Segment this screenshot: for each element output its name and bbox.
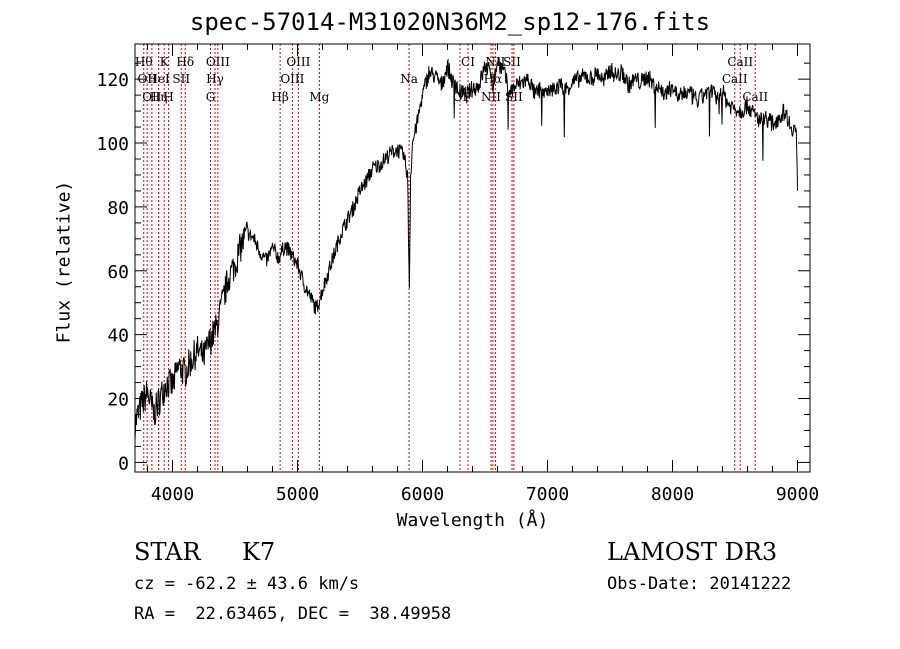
line-marker-label: CI [461,55,475,69]
axes: 4000 5000 6000 7000 8000 9000 0 20 40 60 80 100 120 [96,44,819,505]
object-class: STAR [134,538,201,566]
line-marker-label: OIII [280,72,304,86]
chart-title: spec-57014-M31020N36M2_sp12-176.fits [189,8,711,36]
redshift-text: cz = -62.2 ± 43.6 km/s [134,574,360,594]
line-marker-label: Mg [309,90,329,104]
line-marker-label: H [163,90,173,104]
line-marker-label: OIII [286,55,310,69]
y-tick-label: 20 [107,390,129,411]
line-marker-label: CaII [742,90,768,104]
x-tick-label: 9000 [776,484,819,505]
line-marker-label: SII [503,55,521,69]
line-marker-label: G [206,90,216,104]
line-marker-label: Hδ [176,55,194,69]
line-marker-label: K [160,55,170,69]
y-axis-label: Flux (relative) [53,180,75,344]
coordinates-text: RA = 22.63465, DEC = 38.49958 [134,604,452,624]
line-marker-label: Na [400,72,418,86]
line-marker-label: OII [137,72,157,86]
y-tick-label: 60 [107,262,129,283]
y-tick-label: 40 [107,326,129,347]
x-tick-label: 7000 [526,484,569,505]
y-tick-label: 120 [96,70,129,91]
line-marker-label: Hβ [271,90,288,104]
y-tick-label: 80 [107,198,129,219]
y-tick-label: 100 [96,134,129,155]
survey-name: LAMOST DR3 [607,538,778,566]
line-marker-label: CaII [727,55,753,69]
line-markers: HθOIIOIIHηHeIKHSIIHδGHγOIIIHβOIIIOIIIMgN… [135,44,768,472]
line-marker-label: CaII [722,72,748,86]
x-axis-label: Wavelength (Å) [396,510,549,531]
x-tick-label: 4000 [151,484,194,505]
line-marker-label: Hα [484,72,503,86]
x-tick-label: 5000 [276,484,319,505]
object-subclass: K7 [242,538,276,566]
x-tick-label: 8000 [651,484,694,505]
x-tick-label: 6000 [401,484,444,505]
obs-date: Obs-Date: 20141222 [607,574,792,594]
line-marker-label: Hθ [135,55,153,69]
line-marker-label: SII [172,72,190,86]
y-tick-label: 0 [118,453,129,474]
line-marker-label: HeI [147,72,170,86]
line-marker-label: OIII [206,55,230,69]
spectrum-line [134,58,798,441]
line-marker-label: Hγ [206,72,224,86]
series-layer [134,58,798,441]
line-marker-label: OII [142,90,162,104]
line-marker-label: NII [481,90,501,104]
